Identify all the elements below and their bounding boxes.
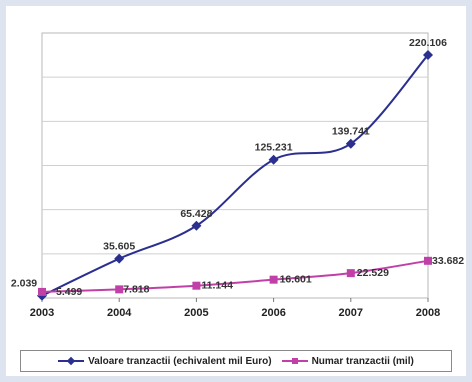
data-point-valoare	[114, 253, 125, 264]
legend-label-numar: Numar tranzactii (mil)	[311, 355, 414, 367]
data-label: 16.601	[280, 274, 312, 286]
data-label: 2.039	[11, 278, 37, 290]
data-label: 139.741	[332, 126, 370, 138]
series-line-2	[41, 259, 429, 293]
legend-item-numar: Numar tranzactii (mil)	[281, 355, 414, 367]
legend-item-valoare: Valoare tranzactii (echivalent mil Euro)	[58, 355, 272, 367]
data-point-numar	[269, 275, 278, 284]
data-label: 65.428	[180, 208, 212, 220]
x-tick-label: 2004	[107, 307, 132, 319]
legend-label-valoare: Valoare tranzactii (echivalent mil Euro)	[88, 355, 272, 367]
data-label: 22.529	[357, 267, 389, 279]
data-point-numar	[192, 281, 201, 290]
data-point-numar	[346, 269, 355, 278]
x-tick-label: 2005	[184, 307, 208, 319]
chart-legend: Valoare tranzactii (echivalent mil Euro)…	[20, 350, 452, 372]
data-point-numar	[115, 285, 124, 294]
data-label: 35.605	[103, 241, 135, 253]
x-tick-label: 2007	[339, 307, 363, 319]
x-tick-label: 2006	[261, 307, 285, 319]
legend-swatch-numar	[281, 356, 308, 366]
x-tick-label: 2003	[30, 307, 54, 319]
data-label: 11.144	[201, 280, 233, 292]
data-label: 220.106	[409, 37, 447, 49]
data-point-valoare	[345, 138, 356, 149]
data-label: 7.818	[123, 283, 149, 295]
data-point-numar	[424, 256, 432, 265]
data-label: 33.682	[432, 255, 464, 267]
data-point-numar	[38, 287, 46, 296]
x-tick-label: 2008	[416, 307, 440, 319]
data-point-valoare	[191, 220, 202, 231]
data-point-valoare	[268, 154, 279, 165]
data-point-valoare	[423, 49, 433, 60]
legend-swatch-valoare	[58, 356, 85, 366]
data-label: 125.231	[255, 142, 293, 154]
series-line-1	[41, 54, 429, 297]
data-label: 5.499	[56, 286, 82, 298]
